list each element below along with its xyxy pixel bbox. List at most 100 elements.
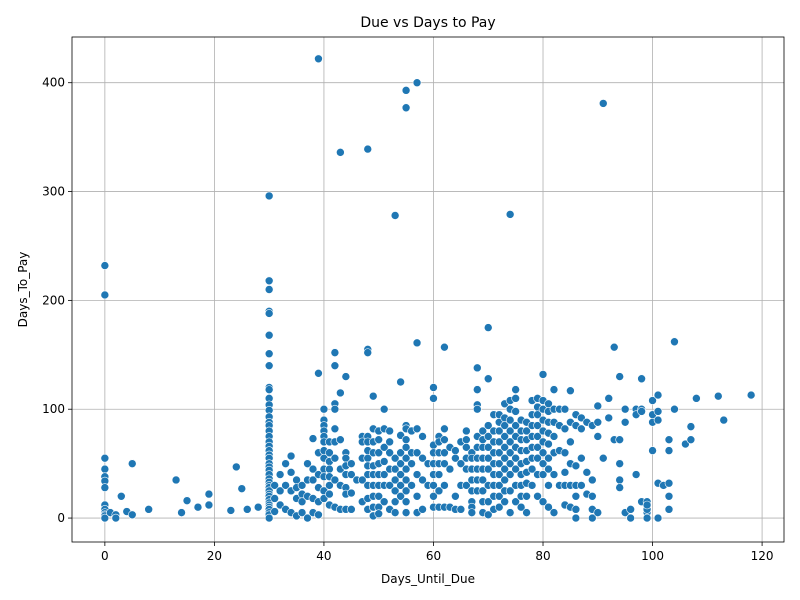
data-point: [746, 390, 756, 400]
data-point: [544, 481, 553, 490]
data-point: [494, 491, 504, 501]
x-axis-ticks: 0 20 40 60 80 100 120: [101, 542, 774, 563]
data-point: [577, 481, 586, 490]
data-point: [505, 426, 515, 436]
data-point: [401, 508, 411, 517]
x-tick-label: 100: [641, 549, 664, 563]
data-point: [401, 486, 411, 496]
chart-title: Due vs Days to Pay: [360, 15, 495, 31]
data-point: [374, 509, 384, 519]
data-point: [538, 370, 548, 379]
data-point: [232, 462, 241, 472]
data-point: [303, 459, 312, 468]
data-point: [275, 486, 285, 496]
data-point: [505, 437, 515, 447]
data-point: [418, 475, 427, 485]
data-point: [505, 470, 515, 479]
data-point: [264, 361, 274, 370]
data-point: [418, 432, 427, 441]
data-point: [664, 505, 674, 514]
data-point: [533, 443, 542, 452]
data-point: [604, 394, 614, 403]
data-point: [483, 510, 493, 520]
data-point: [462, 435, 471, 444]
data-point: [462, 426, 471, 436]
data-point: [642, 513, 652, 523]
data-point: [588, 513, 597, 523]
data-point: [500, 453, 509, 463]
data-point: [379, 457, 389, 466]
data-point: [472, 363, 482, 373]
data-point: [686, 422, 696, 431]
data-point: [713, 391, 723, 401]
data-point: [434, 486, 444, 496]
data-point: [368, 391, 378, 401]
data-point: [527, 481, 537, 490]
data-point: [308, 434, 318, 443]
data-point: [401, 475, 411, 485]
data-point: [385, 426, 394, 436]
x-tick-label: 120: [751, 549, 774, 563]
data-point: [100, 290, 110, 300]
data-point: [505, 459, 515, 468]
data-point: [664, 435, 674, 444]
data-point: [664, 446, 674, 455]
data-point: [483, 374, 493, 384]
data-point: [511, 497, 520, 507]
data-point: [692, 394, 701, 403]
data-point: [286, 451, 296, 461]
data-point: [100, 261, 110, 270]
data-point: [505, 210, 515, 219]
data-point: [560, 404, 570, 414]
data-point: [264, 309, 274, 318]
data-point: [483, 323, 493, 332]
data-point: [281, 481, 290, 490]
data-point: [533, 410, 542, 419]
data-point: [577, 453, 586, 463]
data-point: [237, 484, 247, 493]
data-point: [500, 497, 509, 507]
data-point: [522, 508, 531, 517]
data-point: [538, 497, 548, 507]
data-point: [505, 448, 515, 458]
data-point: [511, 464, 520, 474]
data-point: [204, 489, 214, 499]
data-point: [549, 470, 559, 479]
data-point: [472, 404, 482, 414]
data-point: [560, 468, 570, 477]
data-point: [379, 497, 389, 507]
data-point: [544, 439, 553, 449]
data-point: [127, 459, 137, 468]
data-point: [500, 443, 509, 452]
data-point: [626, 513, 635, 523]
data-point: [451, 453, 460, 463]
data-point: [357, 475, 367, 485]
data-point: [462, 481, 471, 490]
data-point: [264, 513, 274, 523]
data-point: [182, 496, 192, 505]
data-point: [401, 464, 411, 474]
data-point: [686, 435, 696, 444]
data-point: [620, 404, 630, 414]
data-point: [347, 459, 356, 468]
data-point: [544, 502, 553, 512]
data-point: [670, 404, 679, 414]
x-tick-label: 80: [535, 549, 550, 563]
data-point: [385, 481, 394, 490]
data-point: [144, 505, 153, 514]
data-point: [538, 448, 548, 458]
data-point: [604, 413, 614, 423]
data-point: [429, 491, 438, 501]
data-point: [522, 426, 531, 436]
data-point: [297, 497, 307, 507]
data-point: [396, 459, 405, 468]
data-point: [549, 508, 559, 517]
data-point: [648, 396, 657, 405]
data-point: [483, 464, 493, 474]
data-point: [127, 510, 137, 520]
data-point: [330, 404, 340, 414]
data-point: [544, 464, 553, 474]
data-point: [533, 491, 542, 501]
data-point: [549, 432, 559, 441]
data-point: [538, 470, 548, 479]
